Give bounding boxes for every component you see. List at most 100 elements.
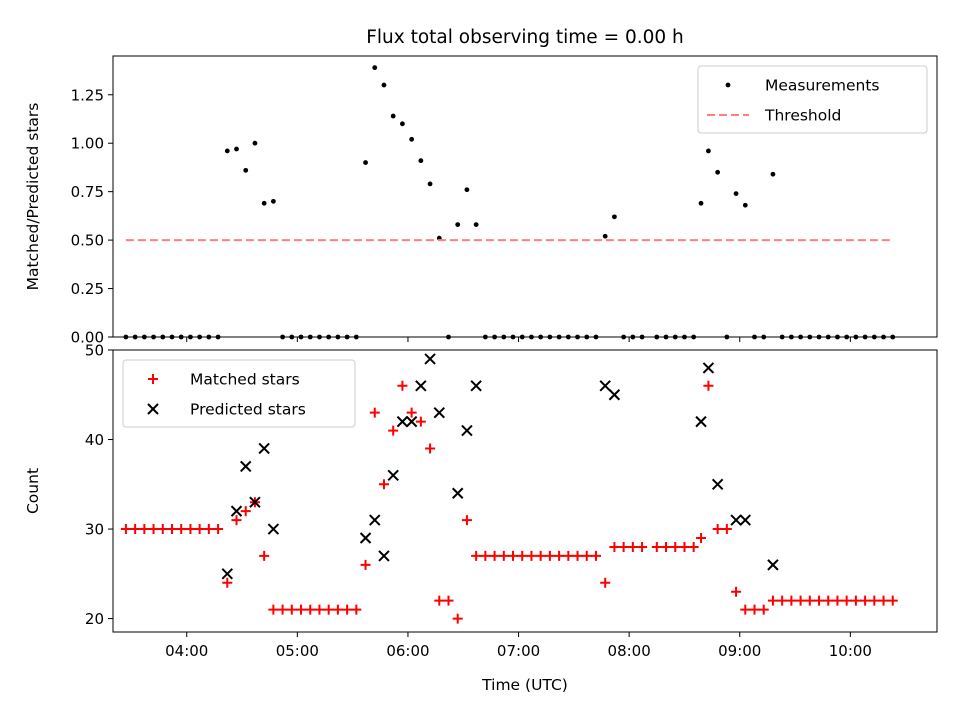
measurements-point <box>621 334 627 340</box>
predicted-stars-point <box>702 362 715 374</box>
matched-stars-point <box>406 407 417 418</box>
matched-stars-point <box>461 515 472 526</box>
matched-stars-point <box>425 443 436 454</box>
threshold-legend-label: Threshold <box>764 107 841 125</box>
predicted-stars-point <box>730 514 742 526</box>
measurements-point <box>691 334 697 340</box>
measurements-point <box>788 334 794 340</box>
measurements-point <box>807 334 813 340</box>
measurements-point <box>261 200 267 206</box>
measurements-point <box>473 222 479 228</box>
matched-stars-point <box>480 550 491 561</box>
measurements-point <box>243 167 249 173</box>
matched-stars-point <box>120 524 131 535</box>
y-tick-label: 1.00 <box>71 135 104 153</box>
measurements-point <box>344 334 350 340</box>
matched-stars-point <box>185 524 196 535</box>
predicted-stars-point <box>240 460 252 473</box>
matched-stars-point <box>498 550 509 561</box>
measurements-point <box>663 334 669 340</box>
measurements-point <box>565 334 571 340</box>
measurements-point <box>816 334 822 340</box>
measurements-point <box>455 222 461 228</box>
matched-stars-point <box>740 604 751 615</box>
axes-frame <box>112 55 938 338</box>
matched-stars-point <box>749 604 760 615</box>
measurements-point <box>639 334 645 340</box>
measurements-point <box>160 334 166 340</box>
matched-stars-point <box>878 595 889 606</box>
legend-box <box>697 65 928 134</box>
matched-stars-point <box>517 550 528 561</box>
y-axis-label: Matched/Predicted stars <box>24 103 42 291</box>
measurements-point <box>547 334 553 340</box>
measurements-legend-label: Measurements <box>765 77 880 95</box>
matched-stars-point <box>222 577 233 588</box>
measurements-point <box>206 334 212 340</box>
measurements-point <box>779 334 785 340</box>
matched-stars-point <box>369 407 380 418</box>
measurements-point <box>252 140 258 146</box>
measurements-point <box>188 334 193 340</box>
matched-stars-point <box>887 595 898 606</box>
measurements-point <box>761 334 767 340</box>
y-tick-label: 0.50 <box>71 232 104 250</box>
axes-frame <box>112 349 938 633</box>
measurements-point <box>427 181 433 187</box>
measurements-point <box>844 334 850 340</box>
matched-stars-point <box>731 586 742 597</box>
matched-stars-point <box>703 380 714 391</box>
matched-stars-point <box>841 595 852 606</box>
measurements-point <box>492 334 497 340</box>
matched-stars-point <box>360 559 371 570</box>
predicted-stars-point <box>415 380 427 392</box>
predicted-stars-point <box>258 442 270 455</box>
measurements-point <box>682 334 687 340</box>
matched-stars-point <box>535 550 546 561</box>
measurements-point <box>825 334 831 340</box>
measurements-point <box>132 334 138 340</box>
matched-stars-legend-label: Matched stars <box>190 371 300 389</box>
matched-stars-point <box>651 541 662 552</box>
measurements-point <box>501 334 507 340</box>
matched-stars-point <box>489 550 500 561</box>
measurements-point <box>853 334 859 340</box>
matched-stars-point <box>758 604 769 615</box>
matched-stars-point <box>508 550 519 561</box>
chart-title: Flux total observing time = 0.00 h <box>366 27 684 48</box>
predicted-stars-point <box>599 380 611 392</box>
matched-stars-point <box>832 595 843 606</box>
measurements-point <box>890 334 896 340</box>
matched-stars-point <box>777 595 788 606</box>
matched-stars-point <box>526 550 537 561</box>
measurements-point <box>298 334 304 340</box>
x-tick-label: 10:00 <box>829 642 872 660</box>
matched-stars-point <box>572 550 583 561</box>
predicted-stars-point <box>359 532 372 544</box>
measurements-point <box>835 334 840 340</box>
measurements-point <box>752 334 757 340</box>
measurements-point <box>464 187 470 193</box>
predicted-stars-point <box>387 469 399 482</box>
predicted-stars-legend-marker <box>147 403 159 415</box>
matched-stars-point <box>305 604 316 615</box>
matched-stars-point <box>231 515 242 526</box>
x-tick-label: 04:00 <box>165 642 208 660</box>
measurements-point <box>289 334 295 340</box>
y-tick-label: 1.25 <box>71 86 104 104</box>
matched-stars-point <box>166 524 177 535</box>
measurements-point <box>234 146 239 152</box>
measurements-point <box>798 334 803 340</box>
x-tick-label: 07:00 <box>497 642 540 660</box>
measurements-point <box>418 158 424 164</box>
measurements-point <box>770 171 776 177</box>
predicted-stars-point <box>424 353 436 365</box>
measurements-point <box>672 334 678 340</box>
matched-stars-point <box>712 524 723 535</box>
measurements-point <box>335 334 341 340</box>
measurements-point <box>510 334 516 340</box>
matched-stars-point <box>434 595 445 606</box>
matched-stars-point <box>688 541 699 552</box>
matched-stars-point <box>277 604 288 615</box>
